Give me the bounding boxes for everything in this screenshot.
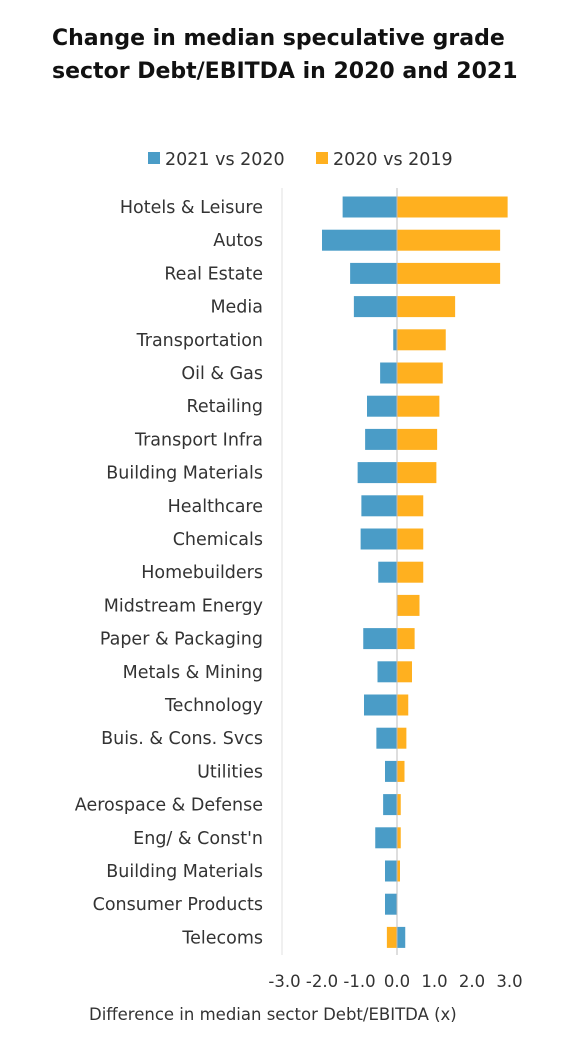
category-label: Eng/ & Const'n	[133, 829, 263, 849]
bar-series2-16	[397, 727, 407, 749]
bar-series1-15	[364, 694, 397, 716]
category-label: Real Estate	[164, 264, 263, 284]
legend-swatch	[316, 152, 328, 164]
bar-series1-10	[360, 528, 397, 550]
bar-series2-7	[397, 428, 438, 450]
bar-series2-13	[397, 628, 415, 650]
bar-series2-20	[397, 860, 400, 882]
bar-series1-17	[385, 760, 397, 782]
bar-series2-10	[397, 528, 424, 550]
bar-series2-5	[397, 362, 443, 384]
legend: 2021 vs 2020 2020 vs 2019	[148, 150, 453, 170]
bar-series2-17	[397, 760, 405, 782]
category-label: Healthcare	[168, 497, 263, 517]
bar-series1-4	[393, 329, 397, 351]
legend-label: 2021 vs 2020	[165, 150, 285, 170]
bar-series2-2	[397, 262, 501, 284]
category-label: Building Materials	[106, 464, 263, 484]
bar-series1-22	[397, 926, 406, 948]
bar-series2-1	[397, 229, 501, 251]
bar-series2-11	[397, 561, 424, 583]
category-label: Chemicals	[173, 530, 263, 550]
x-tick-label: -2.0	[306, 972, 338, 991]
bar-series2-6	[397, 395, 440, 417]
bar-series1-1	[322, 229, 397, 251]
category-label: Retailing	[186, 397, 263, 417]
bar-series2-9	[397, 495, 424, 517]
category-label: Oil & Gas	[181, 364, 263, 384]
category-label: Building Materials	[106, 862, 263, 882]
x-tick-label: -1.0	[343, 972, 375, 991]
x-tick-label: -3.0	[268, 972, 300, 991]
category-label: Utilities	[197, 762, 263, 782]
bar-series1-7	[365, 428, 397, 450]
bar-series1-11	[378, 561, 397, 583]
bar-series2-4	[397, 329, 446, 351]
bar-series1-8	[357, 462, 397, 484]
legend-label: 2020 vs 2019	[333, 150, 453, 170]
chart-title: Change in median speculative grade secto…	[52, 26, 518, 84]
category-label: Media	[210, 298, 263, 318]
category-labels: Hotels & Leisure Autos Real Estate Media Tra…	[75, 198, 263, 948]
legend-swatch	[148, 152, 160, 164]
bar-series2-0	[397, 196, 508, 218]
x-axis-ticks: -3.0 -2.0 -1.0 0.0 1.0 2.0 3.0	[268, 972, 522, 991]
bar-series2-15	[397, 694, 409, 716]
category-label: Transportation	[136, 331, 263, 351]
category-label: Paper & Packaging	[100, 630, 263, 650]
bar-series1-18	[383, 794, 397, 816]
bar-series1-6	[367, 395, 397, 417]
bar-series1-14	[377, 661, 397, 683]
bar-series1-5	[380, 362, 397, 384]
bar-series2-12	[397, 594, 420, 616]
bar-series2-3	[397, 296, 456, 318]
category-label: Buis. & Cons. Svcs	[101, 729, 263, 749]
bar-series1-19	[375, 827, 397, 849]
x-tick-label: 0.0	[384, 972, 410, 991]
bar-series2-14	[397, 661, 412, 683]
category-label: Telecoms	[181, 928, 263, 948]
bar-series1-20	[385, 860, 397, 882]
category-label: Consumer Products	[93, 895, 263, 915]
bar-series1-0	[342, 196, 397, 218]
category-label: Autos	[213, 231, 263, 251]
category-label: Transport Infra	[134, 430, 263, 450]
x-tick-label: 2.0	[459, 972, 485, 991]
bar-series1-13	[363, 628, 397, 650]
bar-series2-8	[397, 462, 437, 484]
category-label: Technology	[164, 696, 263, 716]
bar-series1-9	[361, 495, 397, 517]
category-label: Midstream Energy	[104, 596, 263, 616]
bar-series2-19	[397, 827, 401, 849]
bar-series2-22	[386, 926, 397, 948]
bar-series1-3	[353, 296, 397, 318]
category-label: Aerospace & Defense	[75, 796, 263, 816]
category-label: Metals & Mining	[123, 663, 263, 683]
x-tick-label: 3.0	[496, 972, 522, 991]
bar-series1-21	[385, 893, 397, 915]
bar-series2-18	[397, 794, 401, 816]
x-tick-label: 1.0	[421, 972, 447, 991]
category-label: Homebuilders	[141, 563, 263, 583]
category-label: Hotels & Leisure	[120, 198, 263, 218]
plot-area	[281, 188, 508, 955]
bar-series1-2	[350, 262, 397, 284]
bar-series1-16	[376, 727, 397, 749]
x-axis-title: Difference in median sector Debt/EBITDA …	[89, 1005, 457, 1024]
